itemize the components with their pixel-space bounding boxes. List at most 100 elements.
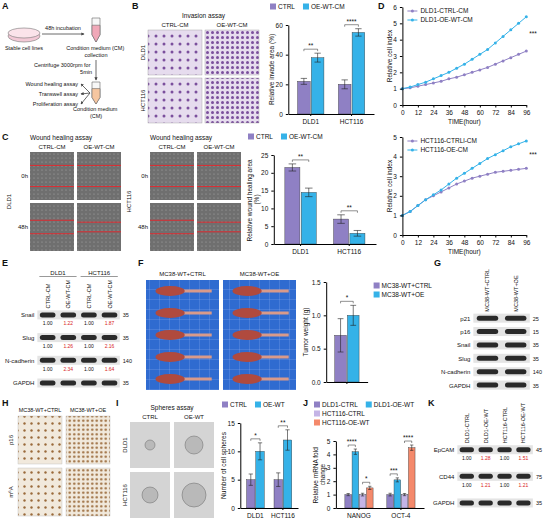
point bbox=[502, 170, 505, 173]
wound-edge bbox=[197, 231, 241, 232]
image-bg bbox=[130, 422, 170, 468]
marks bbox=[401, 139, 528, 216]
band bbox=[477, 383, 498, 388]
wound-edge bbox=[150, 220, 194, 221]
x-axis: 01224364860728496 bbox=[401, 235, 531, 246]
line bbox=[402, 141, 526, 215]
significance-bracket bbox=[348, 445, 355, 447]
column-label: CTRL-CM bbox=[159, 144, 186, 150]
x-tick: DLD1 bbox=[247, 508, 264, 519]
image-bg bbox=[130, 472, 170, 518]
bar-chart: DLD1-CTRLDLD1-OE-WTHCT116-CTRLHCT116-OE-… bbox=[312, 401, 425, 519]
y-tick-mark bbox=[324, 282, 327, 283]
step-label: Condition medium (CM) collection bbox=[66, 45, 126, 58]
plot: 01224364860728496012345HCT116-CTRLl-CMHC… bbox=[393, 134, 537, 247]
legend-label: HCT116-OE-WT bbox=[322, 419, 370, 426]
legend-swatch bbox=[281, 134, 287, 140]
y-tick-label: 5 bbox=[393, 20, 397, 27]
y-tick-label: 4 bbox=[393, 36, 397, 43]
wound-edge bbox=[197, 165, 241, 166]
blot-strip bbox=[37, 333, 119, 342]
point bbox=[471, 71, 474, 74]
group-rule bbox=[81, 276, 118, 277]
annotations: ************ bbox=[347, 434, 414, 484]
band bbox=[505, 342, 526, 347]
column-label: MC38-WT+CTRL bbox=[19, 407, 62, 413]
band bbox=[102, 380, 118, 385]
quant-label: 1.87 bbox=[105, 320, 115, 326]
legend-swatch bbox=[270, 4, 276, 10]
text-line: Centrifuge 3000rpm for bbox=[34, 62, 92, 68]
y-tick-mark bbox=[400, 157, 403, 158]
significance-label: *** bbox=[529, 151, 537, 158]
band bbox=[81, 312, 97, 317]
blot-strip bbox=[37, 356, 119, 365]
image-panel: Wound healing assayCTRL-CMOE-WT-CMDLD10h… bbox=[6, 134, 241, 251]
x-tick: 96 bbox=[523, 235, 531, 246]
x-axis-line bbox=[336, 508, 424, 509]
point bbox=[401, 214, 404, 217]
legend-item: MC38-WT+OE bbox=[374, 291, 425, 298]
y-tick-mark bbox=[286, 84, 289, 85]
band bbox=[81, 380, 97, 385]
tube bbox=[92, 82, 100, 104]
band bbox=[497, 500, 511, 505]
significance-bracket bbox=[292, 160, 308, 162]
image bbox=[66, 416, 110, 464]
image-bg bbox=[66, 468, 110, 516]
band bbox=[516, 474, 530, 479]
error-bar bbox=[354, 449, 357, 454]
quant-label: 1.00 bbox=[43, 366, 53, 372]
band bbox=[505, 356, 526, 361]
band bbox=[81, 335, 97, 340]
lane-label: OE-WT-CM bbox=[107, 280, 113, 309]
marks bbox=[335, 305, 359, 382]
y-tick-label: 0.5 bbox=[312, 345, 321, 352]
quant-label: 1.00 bbox=[500, 455, 510, 461]
column-label: CTRL-CM bbox=[162, 22, 189, 28]
legend-swatch bbox=[303, 4, 309, 10]
band bbox=[40, 380, 56, 385]
legend-line bbox=[407, 141, 417, 142]
group-label: DLD1 bbox=[50, 270, 66, 276]
image-bg bbox=[197, 152, 241, 200]
band bbox=[60, 335, 76, 340]
legend-marker bbox=[411, 140, 414, 143]
lane-label: HCT116-CTRL bbox=[502, 407, 508, 443]
x-tick-label: DLD1 bbox=[292, 248, 309, 255]
image-bg bbox=[174, 472, 214, 518]
legend-label: MC38-WT+CTRL bbox=[382, 282, 433, 289]
point bbox=[525, 139, 528, 142]
significance-label: ** bbox=[308, 42, 314, 49]
protein-label: p21 bbox=[460, 316, 471, 322]
mw-label: 75 bbox=[536, 474, 542, 480]
x-tick-mark bbox=[351, 114, 352, 116]
point bbox=[455, 67, 458, 70]
x-tick-label: 60 bbox=[477, 239, 485, 246]
significance-bracket bbox=[341, 301, 354, 303]
significance-label: **** bbox=[403, 434, 414, 441]
y-axis-line bbox=[336, 442, 337, 509]
x-tick-label: 84 bbox=[508, 109, 516, 116]
legend-item: HCT116-OE-CM bbox=[407, 146, 468, 153]
protein-label: Slug bbox=[458, 356, 470, 362]
image bbox=[197, 152, 241, 200]
y-tick-label: 20 bbox=[276, 81, 284, 88]
text-line: Relative cell index bbox=[386, 159, 393, 212]
x-tick-label: 96 bbox=[523, 109, 531, 116]
blot-strip bbox=[473, 381, 529, 390]
point bbox=[401, 87, 404, 90]
band bbox=[516, 447, 530, 452]
x-axis-line bbox=[289, 114, 375, 115]
wound-edge bbox=[150, 186, 194, 187]
x-tick-mark bbox=[282, 508, 283, 510]
panel-letter: J bbox=[303, 398, 308, 408]
blot-strip bbox=[457, 472, 533, 481]
y-tick-mark bbox=[400, 105, 403, 106]
legend-marker bbox=[411, 149, 414, 152]
line bbox=[402, 168, 526, 215]
legend-swatch bbox=[314, 411, 320, 417]
y-tick-label: 5 bbox=[393, 134, 397, 141]
wound-edge bbox=[30, 186, 74, 187]
axis-title: Tumor weight (g) bbox=[302, 308, 310, 357]
